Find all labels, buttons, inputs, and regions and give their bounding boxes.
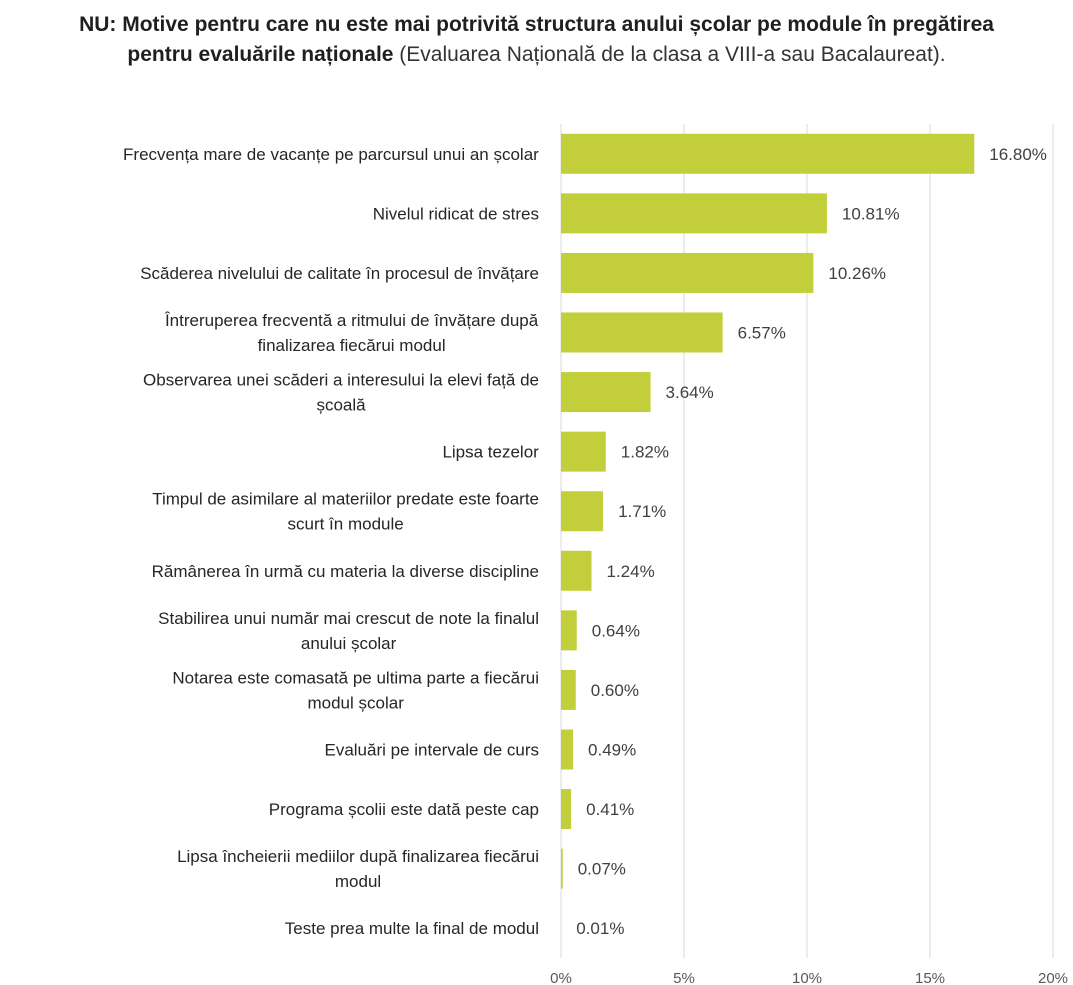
data-label: 0.07% <box>578 860 626 879</box>
category-label-line: anului școlar <box>301 634 397 653</box>
bar <box>561 610 577 651</box>
category-label: Întreruperea frecventă a ritmului de înv… <box>164 311 539 355</box>
category-label-line: Rămânerea în urmă cu materia la diverse … <box>152 562 539 581</box>
category-label-line: modul școlar <box>307 693 404 712</box>
bars <box>561 133 975 889</box>
data-label: 0.64% <box>592 621 640 640</box>
category-label-line: modul <box>335 872 381 891</box>
category-label-line: Nivelul ridicat de stres <box>373 204 539 223</box>
bar <box>561 193 827 234</box>
x-tick-label: 20% <box>1038 970 1068 985</box>
x-tick-label: 5% <box>673 970 695 985</box>
category-label-line: finalizarea fiecărui modul <box>258 336 446 355</box>
category-label-line: scurt în module <box>288 515 404 534</box>
data-label: 3.64% <box>666 383 714 402</box>
category-label: Evaluări pe intervale de curs <box>324 741 539 760</box>
bar <box>561 848 563 889</box>
category-label-line: Timpul de asimilare al materiilor predat… <box>152 490 539 509</box>
data-label: 0.49% <box>588 741 636 760</box>
category-label-line: Stabilirea unui număr mai crescut de not… <box>158 609 539 628</box>
chart-title-regular: (Evaluarea Națională de la clasa a VIII-… <box>393 43 946 66</box>
data-label: 0.60% <box>591 681 639 700</box>
x-tick-label: 15% <box>915 970 945 985</box>
category-label: Rămânerea în urmă cu materia la diverse … <box>152 562 539 581</box>
category-label: Observarea unei scăderi a interesului la… <box>143 371 539 415</box>
category-label: Lipsa tezelor <box>442 443 539 462</box>
chart-title: NU: Motive pentru care nu este mai potri… <box>60 10 1013 70</box>
data-label: 0.41% <box>586 800 634 819</box>
category-label-line: Întreruperea frecventă a ritmului de înv… <box>164 311 539 330</box>
category-label: Scăderea nivelului de calitate în proces… <box>140 264 539 283</box>
category-label: Stabilirea unui număr mai crescut de not… <box>158 609 539 653</box>
x-tick-label: 0% <box>550 970 572 985</box>
gridlines <box>560 124 1054 958</box>
category-label-line: Observarea unei scăderi a interesului la… <box>143 371 539 390</box>
data-label: 1.71% <box>618 502 666 521</box>
category-label: Timpul de asimilare al materiilor predat… <box>152 490 539 534</box>
chart-title-bold: NU: Motive pentru care nu este mai potri… <box>79 13 994 66</box>
category-label: Lipsa încheierii mediilor după finalizar… <box>177 847 539 891</box>
bar <box>561 252 814 293</box>
category-label-line: Scăderea nivelului de calitate în proces… <box>140 264 539 283</box>
category-label-line: Frecvența mare de vacanțe pe parcursul u… <box>123 145 539 164</box>
data-label: 10.26% <box>828 264 886 283</box>
bar <box>561 133 975 174</box>
category-label: Teste prea multe la final de modul <box>285 919 539 938</box>
data-label: 10.81% <box>842 204 900 223</box>
bar <box>561 372 651 413</box>
bar <box>561 789 572 830</box>
category-label-line: Evaluări pe intervale de curs <box>324 741 539 760</box>
category-labels: Frecvența mare de vacanțe pe parcursul u… <box>123 145 539 938</box>
data-label: 1.24% <box>607 562 655 581</box>
bar <box>561 669 576 710</box>
data-labels: 16.80% 10.81% 10.26% 6.57% 3.64% 1.82% 1.71% 1.… <box>576 145 1047 938</box>
x-tick-label: 10% <box>792 970 822 985</box>
bar <box>561 312 723 353</box>
data-label: 16.80% <box>989 145 1047 164</box>
bar <box>561 729 574 770</box>
bar <box>561 491 604 532</box>
category-label: Frecvența mare de vacanțe pe parcursul u… <box>123 145 539 164</box>
category-label: Programa școlii este dată peste cap <box>269 800 539 819</box>
data-label: 1.82% <box>621 443 669 462</box>
category-label: Notarea este comasată pe ultima parte a … <box>172 668 539 712</box>
category-label-line: Lipsa încheierii mediilor după finalizar… <box>177 847 539 866</box>
bar <box>561 550 592 591</box>
x-axis-ticks: 0% 5% 10% 15% 20% <box>550 970 1068 985</box>
bar <box>561 431 606 472</box>
category-label-line: școală <box>316 396 366 415</box>
category-label-line: Teste prea multe la final de modul <box>285 919 539 938</box>
category-label: Nivelul ridicat de stres <box>373 204 539 223</box>
data-label: 6.57% <box>738 324 786 343</box>
category-label-line: Programa școlii este dată peste cap <box>269 800 539 819</box>
data-label: 0.01% <box>576 919 624 938</box>
category-label-line: Lipsa tezelor <box>442 443 539 462</box>
category-label-line: Notarea este comasată pe ultima parte a … <box>172 668 539 687</box>
